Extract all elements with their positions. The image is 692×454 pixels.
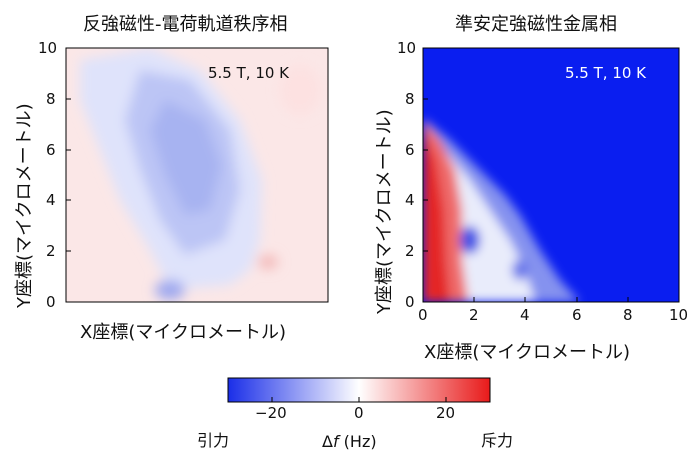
repulsion-label: 斥力 [481,431,514,450]
colorbar-tick-neg20: −20 [255,404,287,422]
right-xtick-0: 0 [418,306,428,324]
left-xlabel: X座標(マイクロメートル) [80,322,287,343]
delta-symbol: Δ [322,432,333,451]
colorbar-tick-20: 20 [436,404,456,422]
right-ytick-10: 10 [397,39,417,57]
hz-unit: (Hz) [338,432,377,451]
left-inset-label: 5.5 T, 10 K [208,64,290,82]
right-panel-title: 準安定強磁性金属相 [455,14,617,35]
right-ytick-6: 6 [405,141,415,159]
left-ytick-4: 4 [46,191,56,209]
left-ytick-10: 10 [38,39,58,57]
left-ytick-0: 0 [46,293,56,311]
right-xlabel: X座標(マイクロメートル) [424,342,631,363]
left-ytick-6: 6 [46,141,56,159]
left-ytick-2: 2 [46,242,56,260]
left-panel-title: 反強磁性-電荷軌道秩序相 [83,14,288,35]
colorbar-label: Δf (Hz) [322,432,377,451]
right-ytick-2: 2 [405,242,415,260]
right-ytick-0: 0 [405,293,415,311]
right-xtick-8: 8 [623,306,633,324]
right-xtick-6: 6 [572,306,582,324]
right-ytick-4: 4 [405,191,415,209]
f-symbol: f [332,432,339,451]
right-xtick-2: 2 [469,306,479,324]
attraction-label: 引力 [197,431,230,450]
right-xtick-10: 10 [669,306,689,324]
colorbar-tick-0: 0 [354,404,364,422]
left-ytick-8: 8 [46,90,56,108]
right-xtick-4: 4 [520,306,530,324]
right-inset-label: 5.5 T, 10 K [565,64,647,82]
right-ytick-8: 8 [405,90,415,108]
